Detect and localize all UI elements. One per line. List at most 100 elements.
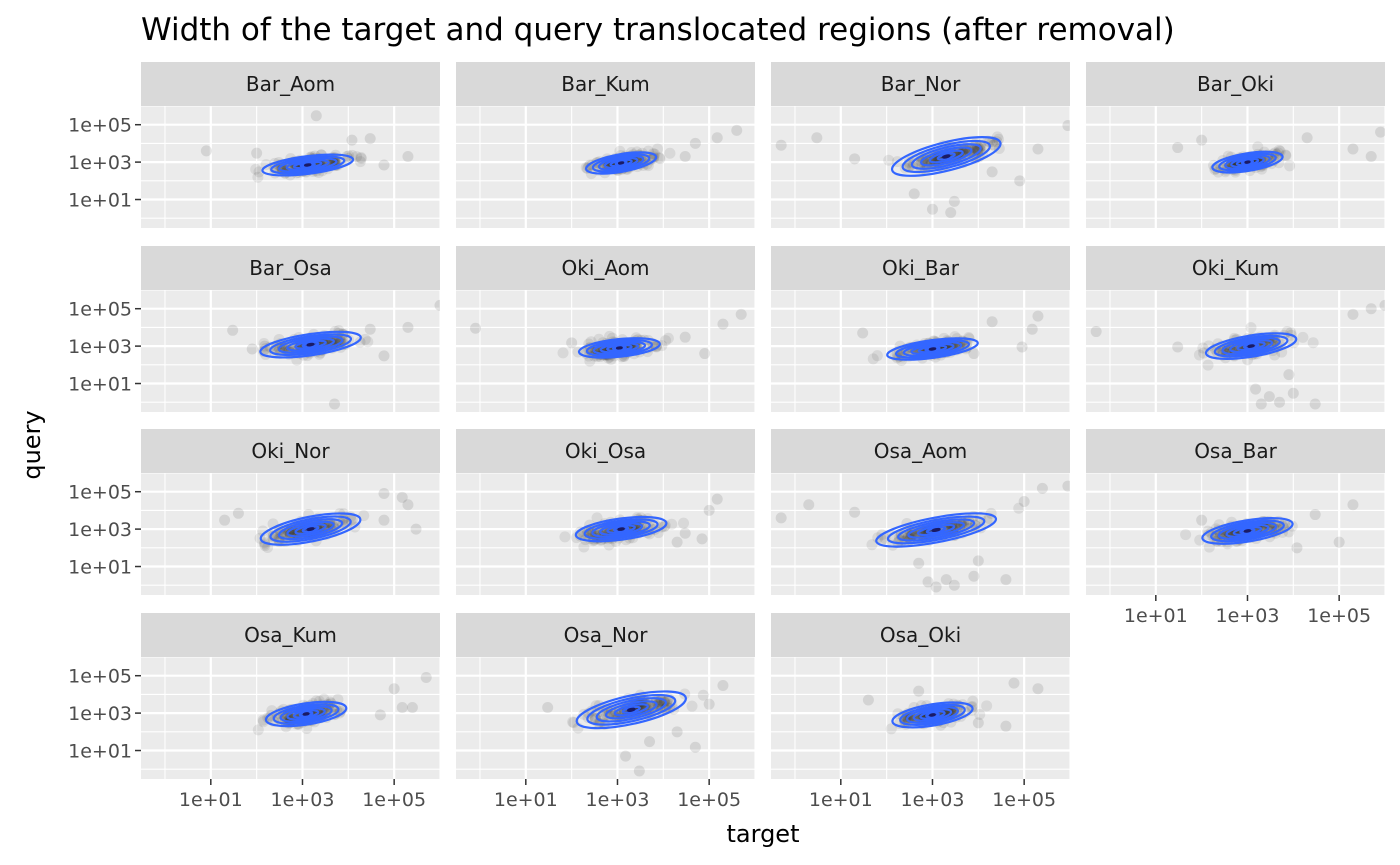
data-point: [355, 153, 367, 165]
outlier-point: [1309, 509, 1321, 521]
outlier-point: [364, 133, 376, 145]
facet-strip: [141, 246, 440, 290]
facet-panel: Oki_Kum: [1086, 246, 1385, 412]
outlier-point: [246, 343, 258, 355]
data-point: [591, 706, 603, 718]
density-contour: [595, 697, 667, 723]
outlier-point: [922, 576, 934, 588]
density-contour: [613, 703, 649, 717]
data-point: [1203, 340, 1215, 352]
outlier-point: [926, 203, 938, 215]
density-contour: [303, 163, 312, 167]
data-point: [341, 518, 353, 530]
facet-strip: [456, 246, 755, 290]
outlier-point: [396, 491, 408, 503]
density-contour: [277, 518, 344, 541]
density-contour: [891, 701, 974, 729]
facet-strip-label: Osa_Nor: [564, 623, 649, 647]
outlier-point: [1365, 303, 1377, 315]
outlier-point: [1347, 499, 1359, 511]
outlier-point: [731, 124, 743, 136]
outlier-point: [1172, 142, 1184, 154]
density-contour: [585, 339, 653, 357]
density-contour: [259, 512, 362, 546]
y-axis-title: query: [18, 410, 46, 479]
panel-data: [857, 310, 1044, 367]
density-contour: [905, 705, 959, 724]
facet-strip-label: Osa_Oki: [880, 623, 961, 647]
data-point: [991, 131, 1003, 143]
outlier-point: [940, 574, 952, 586]
density-contour: [277, 157, 338, 173]
data-point: [898, 528, 910, 540]
panel-background: [141, 473, 440, 595]
outlier-point: [857, 327, 869, 339]
outlier-point: [775, 512, 787, 524]
x-tick-label: 1e+03: [586, 789, 650, 811]
density-contour: [592, 340, 647, 356]
data-point: [1197, 342, 1209, 354]
outlier-point: [378, 488, 390, 500]
outlier-point: [1347, 308, 1359, 320]
facet-strip-label: Oki_Bar: [882, 256, 960, 280]
outlier-point: [1032, 683, 1044, 695]
outlier-point: [1301, 132, 1313, 144]
y-tick-label: 1e+01: [68, 741, 132, 763]
density-contour: [910, 342, 955, 356]
facet-strip: [456, 62, 755, 106]
facet-strip: [456, 613, 755, 657]
density-contour: [604, 700, 658, 720]
outlier-point: [1008, 677, 1020, 689]
x-tick-label: 1e+03: [271, 789, 335, 811]
facet-strip-label: Osa_Aom: [874, 439, 967, 463]
density-contour: [626, 707, 636, 712]
facet-panel: Osa_Aom: [771, 429, 1070, 595]
data-point: [1202, 359, 1214, 371]
density-contour: [301, 525, 320, 533]
outlier-point: [849, 506, 861, 518]
outlier-point: [1333, 536, 1345, 548]
y-tick-label: 1e+05: [68, 482, 132, 504]
density-contour: [599, 522, 644, 536]
facet-panel: Bar_Aom 1e+01 1e+03 1e+05: [68, 62, 440, 228]
density-contour: [285, 159, 330, 171]
density-contour: [272, 703, 340, 725]
data-point: [686, 700, 698, 712]
outlier-point: [227, 324, 239, 336]
data-point: [257, 525, 269, 537]
density-contour: [261, 153, 355, 177]
facet-panel: Bar_Kum: [456, 62, 755, 228]
outlier-point: [671, 536, 683, 548]
data-point: [355, 151, 367, 163]
facet-strip: [456, 429, 755, 473]
x-tick-label: 1e+01: [179, 789, 243, 811]
outlier-point: [679, 527, 691, 539]
outlier-point: [470, 322, 482, 334]
outlier-point: [703, 698, 715, 710]
facet-strip: [1086, 246, 1385, 290]
outlier-point: [310, 110, 322, 122]
data-point: [1245, 322, 1257, 334]
x-tick-label: 1e+05: [992, 789, 1056, 811]
data-point: [359, 333, 371, 345]
density-contour: [591, 153, 651, 173]
outlier-point: [406, 701, 418, 713]
data-point: [981, 700, 993, 712]
facet-panel: Osa_Nor 1e+01 1e+03 1e+05: [456, 613, 755, 811]
density-contour: [583, 518, 659, 540]
density-contour: [899, 703, 966, 727]
density-contour: [1201, 517, 1294, 545]
outlier-point: [420, 672, 432, 684]
outlier-point: [717, 679, 729, 691]
outlier-point: [1090, 326, 1102, 338]
facet-panel: Oki_Aom: [456, 246, 755, 412]
facet-strip-label: Oki_Kum: [1192, 256, 1279, 280]
panel-data: [580, 124, 743, 180]
density-contour: [1244, 160, 1251, 164]
density-contour: [259, 330, 362, 359]
facet-strip: [141, 613, 440, 657]
outlier-point: [945, 207, 957, 219]
outlier-point: [1263, 391, 1275, 403]
density-contour: [1247, 344, 1255, 348]
